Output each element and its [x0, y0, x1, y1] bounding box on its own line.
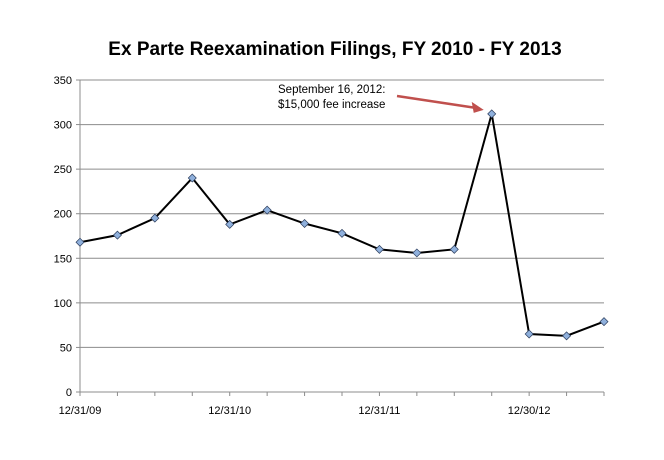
y-tick-label: 200: [54, 209, 72, 221]
data-point: [375, 245, 383, 253]
data-point: [563, 332, 571, 340]
data-point: [525, 330, 533, 338]
data-point: [301, 220, 309, 228]
chart-container: Ex Parte Reexamination Filings, FY 2010 …: [0, 0, 664, 455]
y-tick-label: 300: [54, 120, 72, 132]
data-point: [263, 206, 271, 214]
x-tick-label: 12/30/12: [508, 405, 551, 417]
y-tick-label: 250: [54, 164, 72, 176]
chart-title: Ex Parte Reexamination Filings, FY 2010 …: [108, 39, 561, 60]
x-tick-label: 12/31/10: [208, 405, 251, 417]
y-tick-label: 0: [66, 387, 72, 399]
x-tick-label: 12/31/11: [358, 405, 400, 417]
data-point: [76, 238, 84, 246]
x-tick-label: 12/31/09: [59, 405, 102, 417]
annotation-line2: $15,000 fee increase: [278, 99, 385, 111]
annotation-arrow-head: [472, 102, 484, 113]
y-tick-label: 50: [60, 342, 72, 354]
data-point: [600, 318, 608, 326]
y-tick-label: 100: [54, 298, 72, 310]
line-chart: Ex Parte Reexamination Filings, FY 2010 …: [0, 0, 664, 455]
annotation-arrow-line: [397, 96, 476, 108]
data-point: [413, 249, 421, 257]
data-point: [113, 231, 121, 239]
annotation-line1: September 16, 2012:: [278, 84, 385, 96]
y-tick-label: 150: [54, 253, 72, 265]
y-tick-label: 350: [54, 75, 72, 87]
data-point: [450, 245, 458, 253]
data-point: [338, 229, 346, 237]
data-point: [488, 110, 496, 118]
